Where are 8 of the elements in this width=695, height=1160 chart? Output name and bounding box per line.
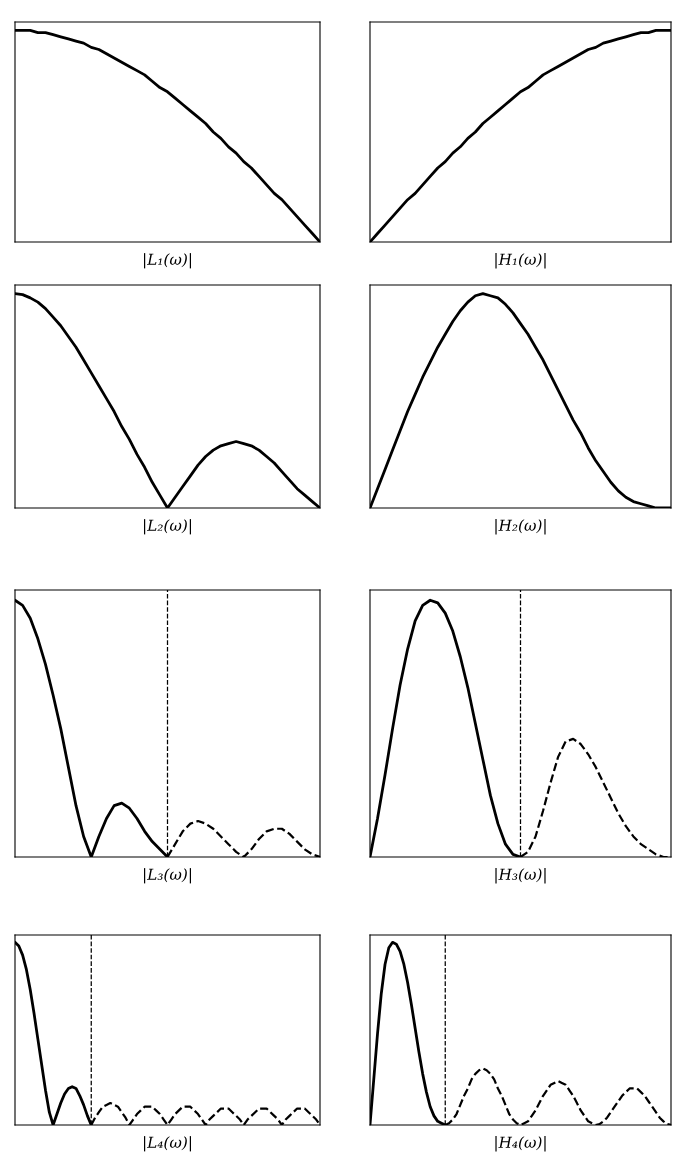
x-axis-title: |L₂(ω)|	[144, 519, 191, 535]
x-axis-title: |H₃(ω)|	[495, 868, 546, 884]
x-axis-title: |L₃(ω)|	[144, 868, 191, 884]
x-axis-title: |H₂(ω)|	[495, 519, 546, 535]
x-axis-title: |L₄(ω)|	[144, 1136, 191, 1152]
x-axis-title: |H₄(ω)|	[495, 1136, 546, 1152]
x-axis-title: |L₁(ω)|	[144, 253, 191, 269]
x-axis-title: |H₁(ω)|	[495, 253, 546, 269]
